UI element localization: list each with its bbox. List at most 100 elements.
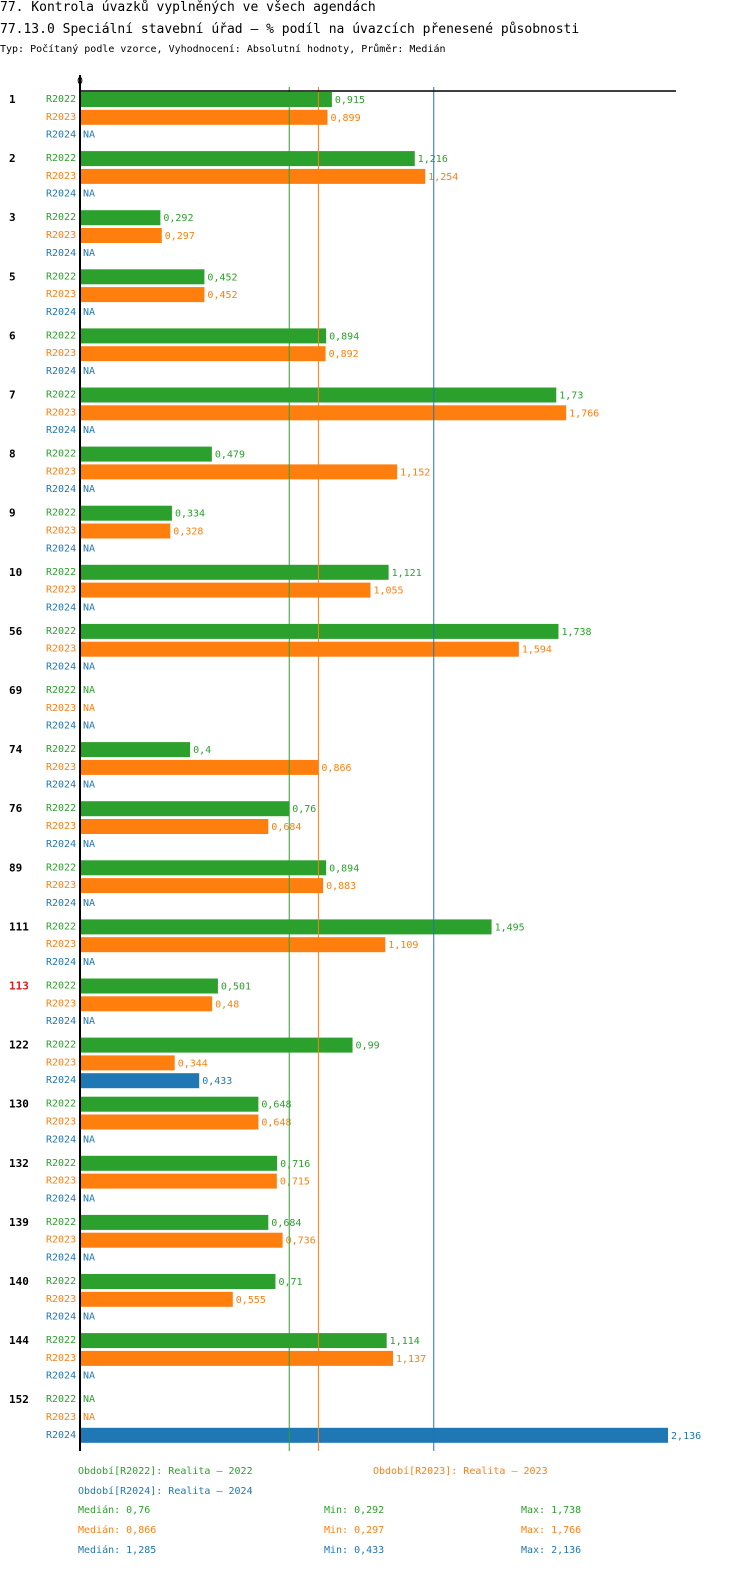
legend-period-r2023: Období[R2023]: Realita – 2023 <box>373 1466 548 1477</box>
na-label-R2024-69: NA <box>83 721 95 732</box>
series-label-R2022-132: R2022 <box>46 1158 76 1169</box>
value-label-R2022-9: 0,334 <box>175 509 205 520</box>
chart-subtitle: 77.13.0 Speciální stavební úřad – % podí… <box>0 22 580 37</box>
value-label-R2022-89: 0,894 <box>329 863 359 874</box>
value-label-R2022-132: 0,716 <box>280 1159 310 1170</box>
series-label-R2023-130: R2023 <box>46 1117 76 1128</box>
value-label-R2022-56: 1,738 <box>561 627 591 638</box>
series-label-R2024-76: R2024 <box>46 839 76 850</box>
value-label-R2022-5: 0,452 <box>207 272 237 283</box>
category-label-6: 6 <box>9 329 16 342</box>
value-label-R2023-139: 0,736 <box>286 1236 316 1247</box>
value-label-R2023-10: 1,055 <box>373 586 403 597</box>
series-label-R2022-69: R2022 <box>46 685 76 696</box>
bar-R2023-9 <box>80 523 171 539</box>
series-label-R2022-122: R2022 <box>46 1040 76 1051</box>
series-label-R2024-7: R2024 <box>46 425 76 436</box>
value-label-R2022-76: 0,76 <box>292 804 316 815</box>
series-label-R2024-9: R2024 <box>46 543 76 554</box>
category-label-10: 10 <box>9 566 22 579</box>
series-label-R2023-3: R2023 <box>46 230 76 241</box>
na-label-R2024-74: NA <box>83 780 95 791</box>
chart-description: Typ: Počítaný podle vzorce, Vyhodnocení:… <box>0 44 446 55</box>
bar-R2024-122 <box>80 1073 200 1089</box>
category-label-2: 2 <box>9 152 16 165</box>
value-label-R2023-1: 0,899 <box>330 113 360 124</box>
bar-R2022-76 <box>80 801 290 817</box>
value-label-R2022-144: 1,114 <box>390 1336 420 1347</box>
series-label-R2024-113: R2024 <box>46 1016 76 1027</box>
value-label-R2023-2: 1,254 <box>428 172 458 183</box>
series-label-R2023-69: R2023 <box>46 703 76 714</box>
value-label-R2024-152: 2,136 <box>671 1431 701 1442</box>
na-label-R2024-111: NA <box>83 957 95 968</box>
bar-R2022-2 <box>80 151 415 167</box>
category-label-132: 132 <box>9 1157 29 1170</box>
series-label-R2022-8: R2022 <box>46 449 76 460</box>
bar-R2024-152 <box>80 1427 669 1443</box>
bar-R2022-140 <box>80 1274 276 1289</box>
na-label-R2024-140: NA <box>83 1312 95 1323</box>
series-label-R2024-152: R2024 <box>46 1430 76 1441</box>
series-label-R2022-140: R2022 <box>46 1276 76 1287</box>
series-label-R2024-10: R2024 <box>46 602 76 613</box>
category-label-113: 113 <box>9 980 29 993</box>
category-label-69: 69 <box>9 684 22 697</box>
category-label-56: 56 <box>9 625 23 638</box>
bar-R2023-6 <box>80 346 326 362</box>
series-label-R2023-89: R2023 <box>46 880 76 891</box>
series-label-R2022-111: R2022 <box>46 921 76 932</box>
series-label-R2024-132: R2024 <box>46 1193 76 1204</box>
value-label-R2022-8: 0,479 <box>215 450 245 461</box>
stat-max-r2023: Max: 1,766 <box>521 1525 582 1536</box>
na-label-R2024-5: NA <box>83 307 95 318</box>
bar-R2023-1 <box>80 109 328 125</box>
series-label-R2023-152: R2023 <box>46 1412 76 1423</box>
bar-R2023-132 <box>80 1173 277 1189</box>
series-label-R2023-6: R2023 <box>46 348 76 359</box>
stat-min-r2024: Min: 0,433 <box>324 1545 385 1556</box>
series-label-R2024-130: R2024 <box>46 1134 76 1145</box>
value-label-R2023-122: 0,344 <box>178 1058 208 1069</box>
na-label-R2024-130: NA <box>83 1134 95 1145</box>
series-label-R2022-74: R2022 <box>46 744 76 755</box>
value-label-R2023-132: 0,715 <box>280 1177 310 1188</box>
series-label-R2024-122: R2024 <box>46 1075 76 1086</box>
series-label-R2022-2: R2022 <box>46 153 76 164</box>
bar-R2023-89 <box>80 878 324 894</box>
value-label-R2022-140: 0,71 <box>278 1277 302 1288</box>
na-label-R2024-139: NA <box>83 1253 95 1264</box>
bar-R2022-113 <box>80 978 218 994</box>
stat-min-r2023: Min: 0,297 <box>324 1525 385 1536</box>
bar-R2022-74 <box>80 742 191 758</box>
series-label-R2024-69: R2024 <box>46 721 76 732</box>
bar-R2023-140 <box>80 1291 233 1307</box>
series-label-R2023-7: R2023 <box>46 407 76 418</box>
series-label-R2024-3: R2024 <box>46 248 76 259</box>
series-label-R2023-1: R2023 <box>46 112 76 123</box>
series-label-R2024-56: R2024 <box>46 662 76 673</box>
bar-R2022-3 <box>80 210 161 226</box>
series-label-R2023-10: R2023 <box>46 585 76 596</box>
bar-R2022-132 <box>80 1155 278 1171</box>
na-label-R2024-8: NA <box>83 484 95 495</box>
category-label-140: 140 <box>9 1275 29 1288</box>
value-label-R2023-74: 0,866 <box>321 763 351 774</box>
series-label-R2023-9: R2023 <box>46 526 76 537</box>
category-label-144: 144 <box>9 1334 29 1347</box>
na-label-R2022-152: NA <box>83 1394 95 1405</box>
series-label-R2022-152: R2022 <box>46 1394 76 1405</box>
bar-R2022-122 <box>80 1037 353 1053</box>
bar-R2023-3 <box>80 228 162 243</box>
category-label-74: 74 <box>9 743 23 756</box>
series-label-R2023-132: R2023 <box>46 1176 76 1187</box>
value-label-R2022-74: 0,4 <box>193 745 211 756</box>
series-label-R2022-10: R2022 <box>46 567 76 578</box>
stat-max-r2022: Max: 1,738 <box>521 1505 582 1516</box>
series-label-R2024-139: R2024 <box>46 1253 76 1264</box>
bar-R2022-139 <box>80 1214 269 1230</box>
category-label-5: 5 <box>9 270 16 283</box>
series-label-R2024-1: R2024 <box>46 130 76 141</box>
series-label-R2024-74: R2024 <box>46 780 76 791</box>
value-label-R2022-113: 0,501 <box>221 982 251 993</box>
